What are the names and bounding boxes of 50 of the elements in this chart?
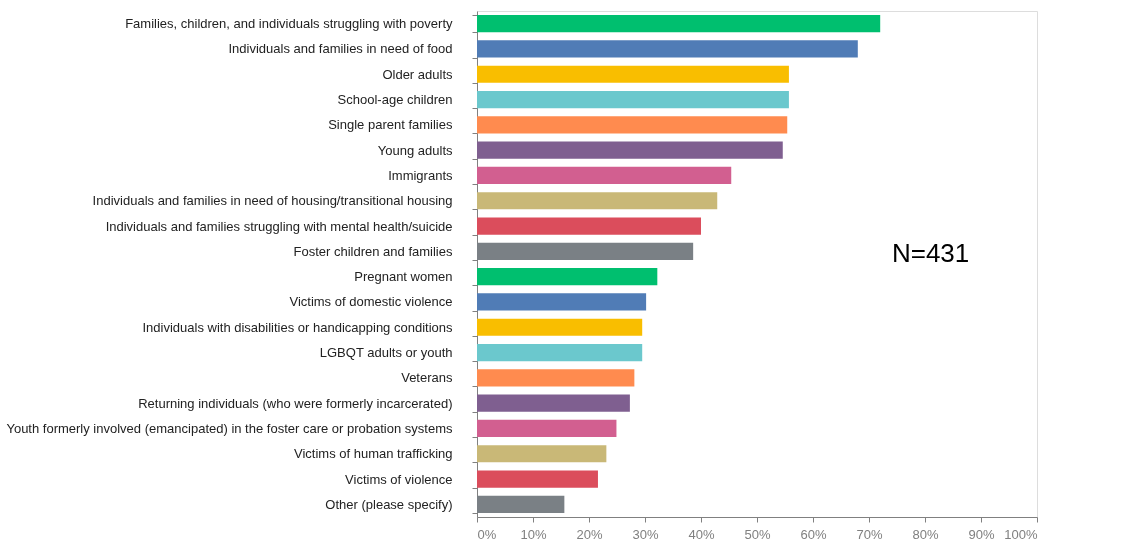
x-tick-label: 70%: [856, 526, 883, 542]
y-tick-label: School-age children: [337, 92, 453, 108]
y-tick-label: Victims of violence: [345, 471, 453, 487]
y-tick-label: Individuals and families in need of housing/transitional housing: [92, 193, 453, 209]
bar: [477, 394, 630, 412]
bar: [477, 15, 881, 33]
x-tick-label: 0%: [477, 526, 497, 542]
y-tick-label: Returning individuals (who were formerly incarcerated): [138, 395, 453, 411]
y-tick-label: Individuals and families struggling with mental health/suicide: [105, 218, 453, 234]
x-tick-label: 30%: [632, 526, 659, 542]
bar: [477, 166, 732, 185]
x-tick-label: 50%: [744, 526, 771, 542]
bar: [477, 90, 789, 109]
bar: [477, 445, 607, 463]
y-tick-label: Youth formerly involved (emancipated) in the foster care or probation systems: [6, 420, 453, 436]
bar: [477, 141, 783, 159]
bar: [477, 470, 598, 488]
bar: [477, 318, 643, 336]
y-tick-label: Individuals and families in need of food: [228, 41, 453, 57]
annotation: N=431: [891, 237, 970, 268]
bar: [477, 116, 788, 134]
y-tick-label: Immigrants: [388, 167, 453, 183]
bar: [477, 65, 789, 83]
x-tick-label: 90%: [968, 526, 995, 542]
y-tick-label: Victims of domestic violence: [289, 294, 453, 310]
y-tick-label: Other (please specify): [325, 496, 453, 512]
x-tick-label: 80%: [912, 526, 939, 542]
x-tick-label: 10%: [520, 526, 547, 542]
bar: [477, 40, 858, 58]
y-tick-label: Individuals with disabilities or handicapping conditions: [142, 319, 453, 335]
bar: [477, 419, 617, 438]
x-tick-label: 60%: [800, 526, 827, 542]
bar: [477, 192, 718, 210]
y-tick-label: Veterans: [401, 370, 453, 386]
y-tick-label: Victims of human trafficking: [294, 446, 453, 462]
y-tick-label: Families, children, and individuals struggling with poverty: [125, 16, 453, 32]
bar: [477, 369, 635, 387]
x-tick-label: 20%: [576, 526, 603, 542]
x-tick-label: 100%: [1004, 526, 1038, 542]
y-tick-label: LGBQT adults or youth: [319, 345, 453, 361]
bar: [477, 293, 647, 311]
y-tick-label: Older adults: [382, 66, 453, 82]
y-tick-label: Single parent families: [328, 117, 453, 133]
bar: [477, 268, 658, 286]
bar: [477, 217, 701, 235]
y-tick-label: Young adults: [377, 142, 453, 158]
y-tick-label: Pregnant women: [354, 269, 453, 285]
x-tick-label: 40%: [688, 526, 715, 542]
y-tick-label: Foster children and families: [293, 243, 453, 259]
bar: [477, 343, 643, 362]
